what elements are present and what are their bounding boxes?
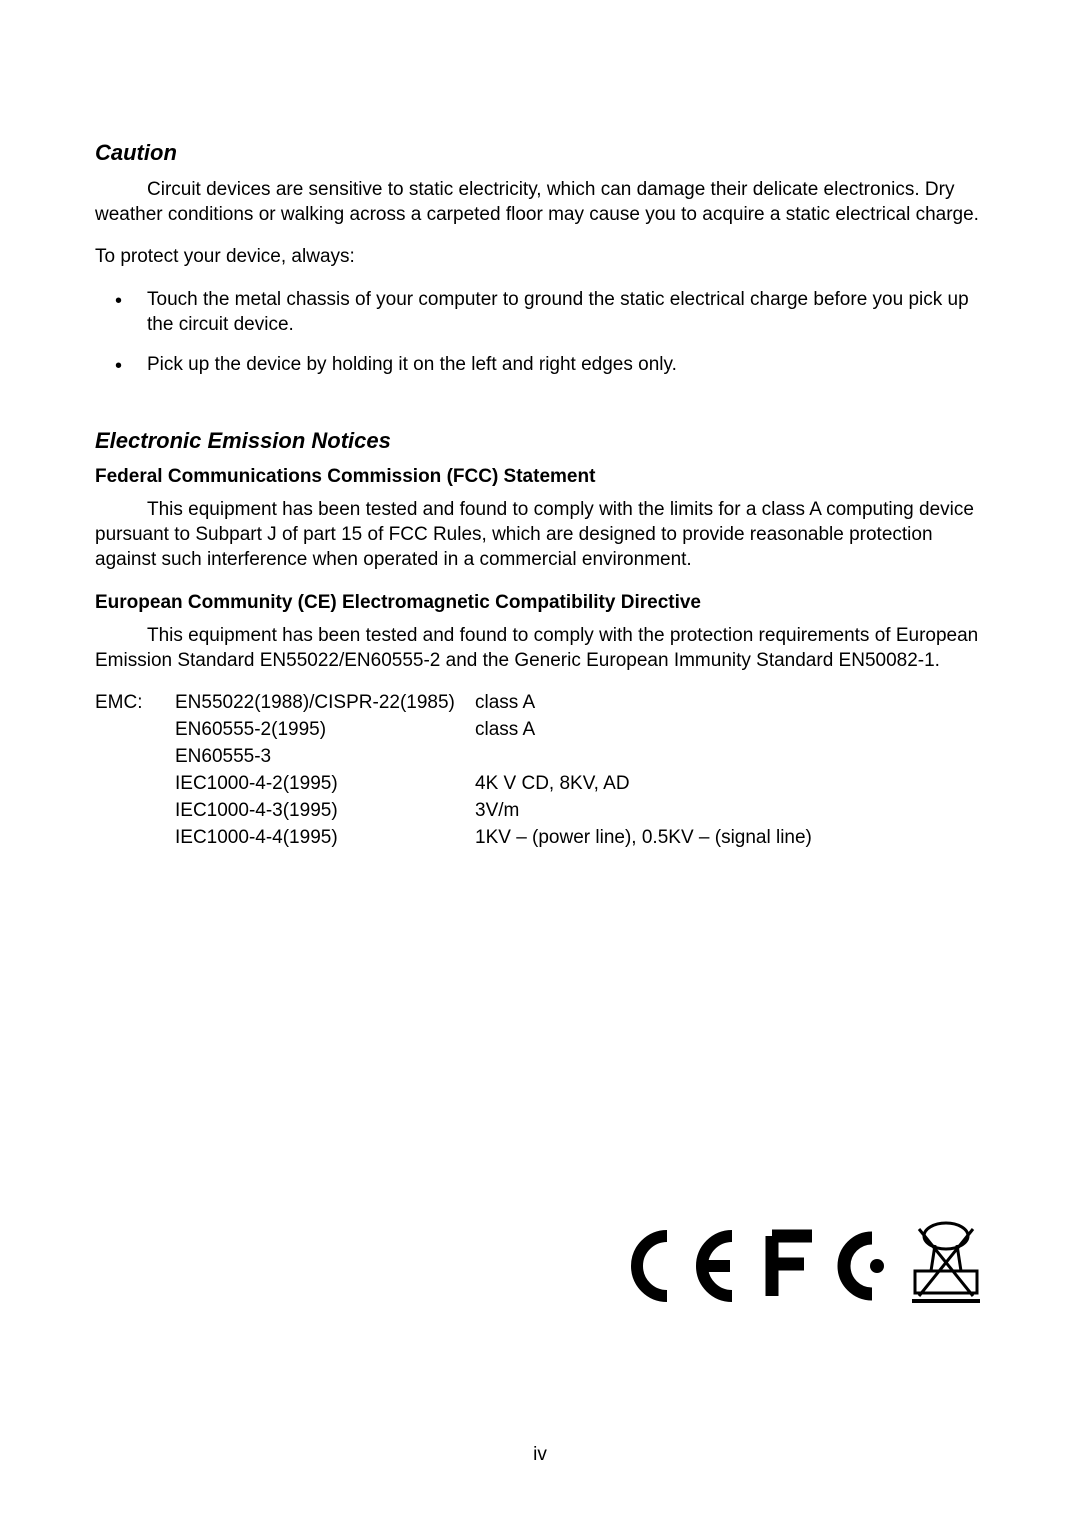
emc-value: 1KV – (power line), 0.5KV – (signal line…: [475, 827, 985, 849]
emc-standard: EN60555-3: [175, 746, 465, 768]
emc-standard: IEC1000-4-3(1995): [175, 800, 465, 822]
caution-bullets: Touch the metal chassis of your computer…: [95, 288, 985, 378]
stamp-icon: [907, 1221, 985, 1311]
emc-standard: EN55022(1988)/CISPR-22(1985): [175, 692, 465, 714]
ce-para: This equipment has been tested and found…: [95, 624, 985, 673]
logos-container: [617, 1221, 985, 1311]
emc-value: class A: [475, 692, 985, 714]
list-item: Touch the metal chassis of your computer…: [95, 288, 985, 337]
ce-sub-heading: European Community (CE) Electromagnetic …: [95, 592, 985, 614]
list-item: Pick up the device by holding it on the …: [95, 353, 985, 378]
emission-heading: Electronic Emission Notices: [95, 428, 985, 454]
emc-value: class A: [475, 719, 985, 741]
emc-table: EMC: EN55022(1988)/CISPR-22(1985) class …: [95, 692, 985, 849]
fcc-para: This equipment has been tested and found…: [95, 498, 985, 572]
emc-standard: EN60555-2(1995): [175, 719, 465, 741]
caution-heading: Caution: [95, 140, 985, 166]
emc-standard: IEC1000-4-4(1995): [175, 827, 465, 849]
emc-value: 4K V CD, 8KV, AD: [475, 773, 985, 795]
page-number: iv: [533, 1444, 547, 1466]
emc-label: EMC:: [95, 692, 165, 714]
emc-standard: IEC1000-4-2(1995): [175, 773, 465, 795]
ce-logo-icon: [617, 1226, 747, 1306]
emc-value: 3V/m: [475, 800, 985, 822]
fc-logo-icon: [762, 1226, 892, 1306]
fcc-sub-heading: Federal Communications Commission (FCC) …: [95, 466, 985, 488]
caution-para2: To protect your device, always:: [95, 245, 985, 270]
caution-para1: Circuit devices are sensitive to static …: [95, 178, 985, 227]
emc-value: [475, 746, 985, 768]
